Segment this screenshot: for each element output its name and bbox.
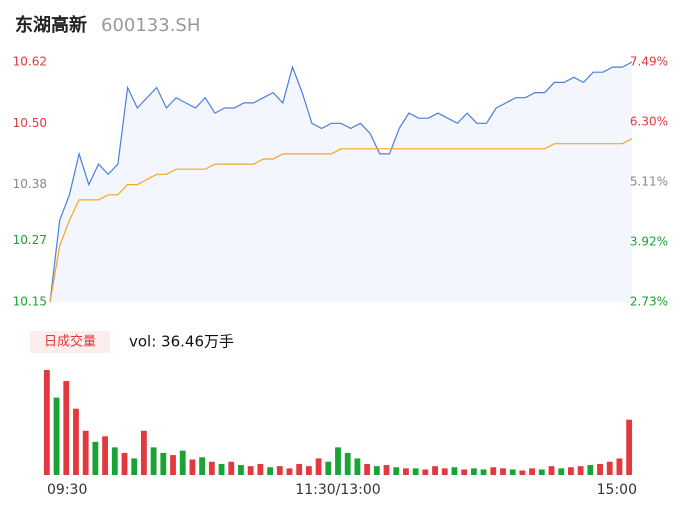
- stock-name: 东湖高新: [15, 14, 87, 36]
- volume-bar: [296, 463, 303, 475]
- volume-bar: [315, 458, 322, 475]
- volume-bar: [325, 461, 332, 475]
- volume-bar: [558, 468, 565, 475]
- volume-bar: [354, 458, 361, 475]
- volume-bar: [257, 463, 264, 475]
- y-tick-label: 10.15: [13, 295, 47, 309]
- volume-bar: [63, 381, 70, 475]
- stock-code: 600133.SH: [101, 15, 200, 36]
- volume-bar: [73, 408, 79, 475]
- volume-bar: [286, 468, 293, 475]
- volume-bar: [451, 467, 458, 475]
- volume-bar: [238, 465, 244, 475]
- volume-bar: [170, 455, 176, 475]
- volume-bar: [111, 447, 118, 475]
- volume-bar: [383, 465, 390, 475]
- volume-bar: [480, 469, 487, 475]
- volume-bar: [568, 467, 574, 475]
- volume-bar: [548, 466, 555, 475]
- volume-bar: [102, 436, 108, 475]
- volume-bar: [519, 470, 526, 475]
- volume-bar: [470, 468, 477, 475]
- volume-bar: [364, 463, 371, 475]
- y2-tick-label: 3.92%: [630, 235, 668, 249]
- volume-bar: [500, 468, 506, 475]
- volume-bar: [82, 430, 89, 475]
- volume-bar: [393, 467, 400, 475]
- volume-bar: [587, 465, 594, 475]
- volume-bar: [43, 370, 50, 475]
- y-tick-label: 10.62: [13, 55, 47, 69]
- volume-bar: [276, 466, 283, 475]
- volume-bar: [490, 467, 497, 475]
- y2-tick-label: 5.11%: [630, 175, 668, 189]
- volume-bar: [218, 463, 225, 475]
- volume-bar: [92, 441, 99, 475]
- volume-bar: [121, 452, 128, 475]
- volume-bar: [538, 469, 545, 475]
- volume-bar: [189, 459, 196, 475]
- volume-bar: [179, 450, 186, 475]
- x-tick-label: 15:00: [597, 482, 637, 498]
- y-tick-label: 10.27: [13, 233, 47, 247]
- volume-bar: [150, 447, 157, 475]
- average-line: [49, 138, 633, 303]
- volume-bar: [597, 463, 603, 475]
- volume-bar: [199, 457, 206, 475]
- y-tick-label: 10.38: [13, 177, 47, 191]
- volume-bar: [577, 466, 584, 475]
- volume-bar: [53, 397, 60, 475]
- volume-bar: [247, 466, 254, 475]
- volume-bar: [131, 458, 138, 475]
- y2-tick-label: 2.73%: [630, 295, 668, 309]
- y2-tick-label: 6.30%: [630, 115, 668, 129]
- y2-tick-label: 7.49%: [630, 55, 668, 69]
- price-line: [49, 61, 633, 303]
- volume-bar: [412, 468, 419, 475]
- volume-bar: [228, 461, 235, 475]
- volume-bar: [441, 468, 448, 475]
- volume-total: vol: 36.46万手: [129, 333, 234, 351]
- volume-bar: [509, 469, 516, 475]
- x-tick-label: 11:30/13:00: [295, 482, 380, 498]
- volume-bar: [529, 468, 536, 475]
- volume-bar: [140, 430, 147, 475]
- volume-bar: [461, 469, 468, 475]
- price-area: [50, 62, 632, 302]
- volume-bar: [626, 419, 633, 475]
- volume-bar: [344, 452, 351, 475]
- volume-bar: [335, 447, 341, 475]
- volume-bar: [616, 458, 623, 475]
- volume-badge: [30, 331, 110, 353]
- volume-bar: [160, 452, 167, 475]
- volume-bar: [606, 461, 613, 475]
- volume-bar: [432, 466, 438, 475]
- y-tick-label: 10.50: [13, 116, 47, 130]
- volume-badge-label: 日成交量: [44, 334, 96, 350]
- volume-bar: [305, 466, 312, 475]
- volume-bar: [403, 468, 409, 475]
- volume-bar: [267, 467, 273, 475]
- x-tick-label: 09:30: [47, 482, 87, 498]
- volume-bar: [208, 461, 215, 475]
- volume-bar: [373, 466, 380, 475]
- volume-bar: [422, 469, 429, 475]
